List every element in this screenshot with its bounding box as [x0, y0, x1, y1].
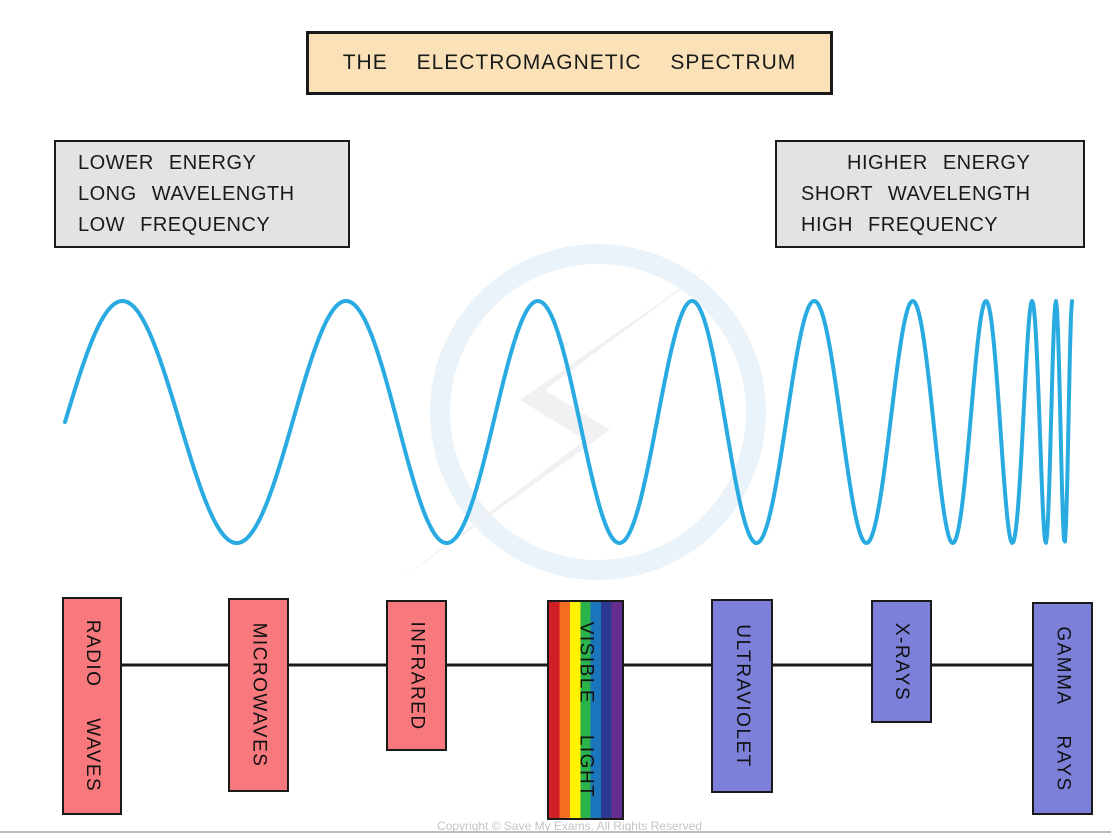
info-line: SHORT WAVELENGTH	[801, 183, 1031, 205]
spectrum-band-microwaves: MICROWAVES	[228, 598, 289, 792]
band-label: INFRARED	[406, 620, 428, 731]
watermark-ring-icon	[430, 244, 766, 580]
copyright-text: Copyright © Save My Exams. All Rights Re…	[437, 819, 702, 833]
info-line: HIGH FREQUENCY	[801, 214, 999, 236]
band-label: ULTRAVIOLET	[732, 624, 754, 768]
spectrum-band-visible-light: VISIBLE LIGHT	[547, 600, 624, 820]
energy-info-left: LOWER ENERGY LONG WAVELENGTH LOW FREQUEN…	[54, 140, 350, 248]
title-box: THE ELECTROMAGNETIC SPECTRUM	[306, 31, 833, 95]
info-line: LOWER ENERGY	[78, 152, 257, 174]
em-wave	[63, 299, 1074, 545]
info-line: LONG WAVELENGTH	[78, 183, 295, 205]
info-line: HIGHER ENERGY	[847, 152, 1031, 174]
band-label: RADIO WAVES	[82, 619, 103, 793]
band-label: VISIBLE LIGHT	[575, 621, 597, 799]
spectrum-band-infrared: INFRARED	[386, 600, 447, 751]
watermark-lightning-bolt-icon	[400, 262, 718, 580]
band-label: GAMMA RAYS	[1052, 625, 1074, 792]
band-label: MICROWAVES	[248, 622, 270, 768]
page-title: THE ELECTROMAGNETIC SPECTRUM	[342, 51, 797, 74]
spectrum-band-gamma-rays: GAMMA RAYS	[1032, 602, 1093, 815]
info-line: LOW FREQUENCY	[78, 214, 271, 236]
energy-info-right: HIGHER ENERGY SHORT WAVELENGTH HIGH FREQ…	[775, 140, 1085, 248]
spectrum-band-x-rays: X-RAYS	[871, 600, 932, 723]
band-label: X-RAYS	[891, 622, 913, 701]
bottom-border	[0, 831, 1111, 833]
spectrum-band-radio-waves: RADIO WAVES	[62, 597, 122, 815]
spectrum-band-ultraviolet: ULTRAVIOLET	[711, 599, 773, 793]
